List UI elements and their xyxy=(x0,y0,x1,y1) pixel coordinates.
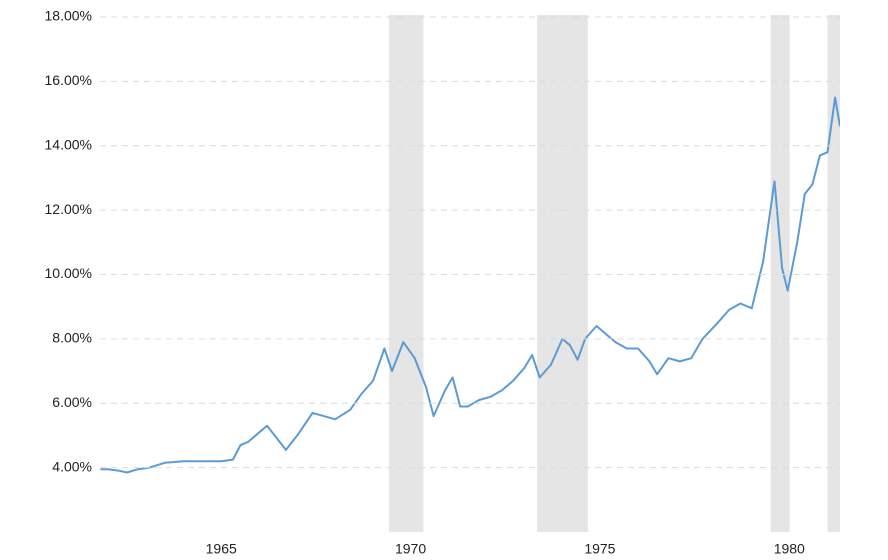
x-tick-label: 1980 xyxy=(774,541,805,557)
plot-area xyxy=(100,15,840,532)
x-tick-label: 1975 xyxy=(584,541,615,557)
y-tick-label: 4.00% xyxy=(52,458,92,474)
recession-band xyxy=(537,15,588,532)
y-tick-label: 8.00% xyxy=(52,330,92,346)
recession-band xyxy=(388,15,424,532)
y-tick-label: 14.00% xyxy=(45,136,92,152)
recession-band xyxy=(827,15,840,532)
y-tick-label: 12.00% xyxy=(45,201,92,217)
x-tick-label: 1970 xyxy=(395,541,426,557)
y-tick-label: 16.00% xyxy=(45,72,92,88)
y-tick-label: 10.00% xyxy=(45,265,92,281)
line-series xyxy=(100,96,840,474)
x-tick-label: 1965 xyxy=(206,541,237,557)
recession-band xyxy=(770,15,790,532)
y-tick-label: 6.00% xyxy=(52,394,92,410)
y-tick-label: 18.00% xyxy=(45,8,92,24)
